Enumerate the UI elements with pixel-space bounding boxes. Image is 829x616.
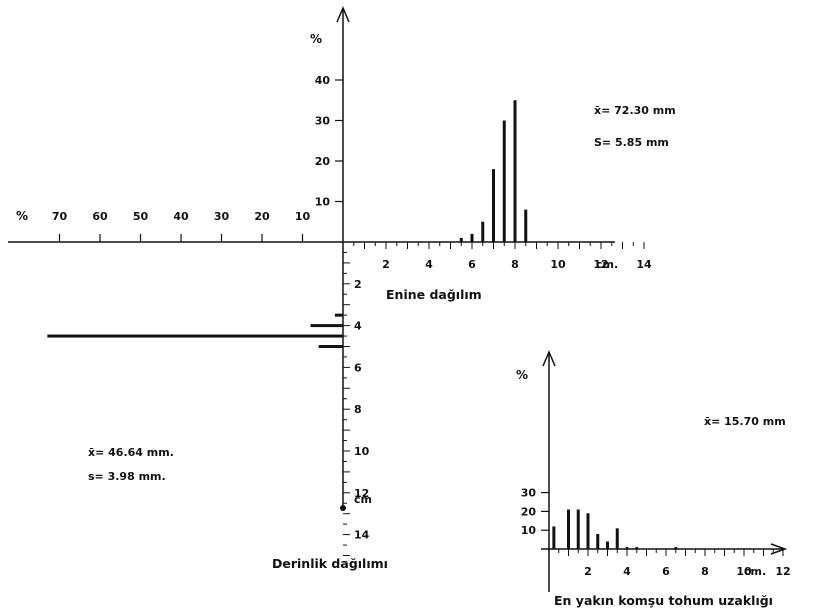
x-tick-label: 8 [701, 565, 709, 578]
stat-sd: s= 3.98 mm. [88, 470, 166, 483]
y-tick-label: 30 [521, 487, 537, 500]
bar [513, 100, 517, 242]
x-tick-label: 2 [382, 258, 390, 271]
y-tick-label: 30 [315, 115, 331, 128]
panel-enine: 2 4 6 8 10 12 14 cm. 10 20 30 40% x̄= 72.30 mm S= 5.8… [310, 6, 676, 302]
bar [492, 169, 495, 242]
x-tick-label: 12 [593, 258, 608, 271]
y-tick-label: 2 [354, 278, 362, 291]
bar [47, 334, 343, 338]
y-tick-label: 40 [315, 74, 331, 87]
bar [481, 221, 485, 242]
bar [459, 237, 463, 242]
bar [625, 547, 629, 549]
x-tick-label: 2 [584, 565, 592, 578]
x-tick-label: 12 [775, 565, 790, 578]
stat-mean: x̄= 72.30 mm [594, 104, 676, 117]
x-tick-label: 50 [133, 210, 149, 223]
bar [318, 345, 343, 348]
y-tick-label: 10 [521, 524, 537, 537]
bar [635, 547, 639, 549]
x-tick-label: 6 [662, 565, 670, 578]
stat-mean: x̄= 15.70 mm [704, 415, 786, 428]
y-tick-label: 4 [354, 320, 362, 333]
x-unit-label: cm. [744, 565, 766, 578]
y-tick-label: 8 [354, 403, 362, 416]
y-axis-arrow [542, 350, 556, 367]
stat-mean: x̄= 46.64 mm. [88, 446, 174, 459]
x-tick-label: 10 [550, 258, 566, 271]
y-axis-arrow [336, 6, 350, 23]
bar [552, 526, 556, 549]
y-axis-label: % [310, 32, 322, 46]
y-tick-label: 14 [354, 529, 370, 542]
y-axis-end [340, 505, 346, 511]
stat-sd: S= 5.85 mm [594, 136, 669, 149]
y-axis-label: % [516, 368, 528, 382]
x-axis-label: % [16, 209, 28, 223]
bar [310, 324, 343, 328]
y-tick-label: 10 [315, 196, 331, 209]
y-tick-label: 20 [521, 505, 537, 518]
x-tick-label: 14 [636, 258, 652, 271]
panel-derinlik: 70 60 50 40 30 20 10% 2 4 6 8 10 12 14 cm x̄= 46.64 mm.… [8, 209, 388, 571]
bar [606, 541, 609, 549]
bar [524, 209, 528, 242]
x-tick-label: 60 [92, 210, 108, 223]
x-tick-label: 30 [214, 210, 230, 223]
bar [615, 528, 619, 549]
y-tick-label: 20 [315, 155, 331, 168]
y-tick-label: 10 [354, 445, 370, 458]
bar [502, 120, 506, 242]
bar [334, 313, 343, 317]
x-tick-label: 4 [623, 565, 631, 578]
caption: Derinlik dağılımı [272, 556, 388, 571]
x-tick-label: 4 [425, 258, 433, 271]
x-tick-label: 6 [468, 258, 476, 271]
y-unit-label: cm [354, 493, 372, 506]
x-unit-label: cm. [596, 258, 618, 271]
x-axis-arrow [770, 543, 788, 555]
y-tick-label: 12 [354, 487, 369, 500]
bar [576, 509, 580, 549]
y-tick-label: 6 [354, 361, 362, 374]
bar [567, 509, 570, 549]
bar [596, 533, 600, 549]
x-tick-label: 10 [736, 565, 752, 578]
bar [470, 233, 474, 242]
x-tick-label: 10 [295, 210, 311, 223]
x-tick-label: 20 [254, 210, 270, 223]
caption: Enine dağılım [386, 287, 482, 302]
bar [586, 513, 590, 549]
x-tick-label: 40 [173, 210, 189, 223]
bar [674, 547, 678, 549]
x-tick-label: 70 [52, 210, 68, 223]
caption: En yakın komşu tohum uzaklığı [554, 593, 773, 608]
x-tick-label: 8 [511, 258, 519, 271]
